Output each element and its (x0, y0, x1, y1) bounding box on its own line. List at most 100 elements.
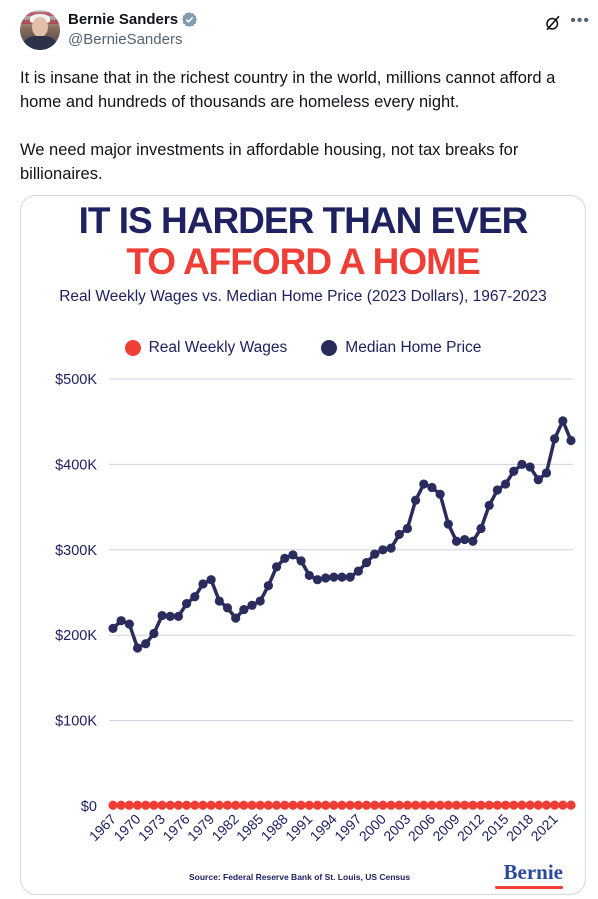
wages-point (206, 800, 216, 810)
y-tick-label: $300K (55, 543, 97, 559)
home-price-point (288, 550, 298, 560)
y-tick-label: $400K (55, 457, 97, 473)
wages-point (296, 800, 306, 810)
home-price-point (411, 495, 421, 505)
author-row: Bernie Sanders (68, 11, 198, 28)
wages-point (566, 800, 576, 810)
wages-point (214, 800, 224, 810)
wages-point (190, 800, 200, 810)
x-tick-label: 1973 (135, 811, 168, 844)
x-tick-label: 2015 (478, 811, 511, 844)
wages-point (558, 800, 568, 810)
home-price-point (173, 611, 184, 622)
wages-point (370, 800, 380, 810)
wages-point (337, 800, 347, 810)
wages-point (500, 800, 511, 810)
wages-point (443, 800, 453, 810)
home-price-point (337, 572, 347, 582)
bernie-logo-underline (495, 886, 563, 889)
wages-point (312, 800, 323, 810)
home-price-point (198, 579, 208, 589)
home-price-point (386, 543, 396, 553)
author-name[interactable]: Bernie Sanders (68, 11, 179, 28)
legend-marker-wages (124, 340, 141, 356)
wages-point (533, 800, 543, 810)
wages-point (476, 800, 486, 810)
legend-label-wages: Real Weekly Wages (148, 339, 288, 356)
wages-point (435, 800, 445, 810)
tweet-paragraph-2: We need major investments in affordable … (20, 141, 519, 183)
x-tick-label: 2009 (429, 811, 462, 844)
home-price-point (124, 619, 134, 629)
wages-point (550, 800, 560, 810)
x-tick-label: 2000 (356, 811, 389, 844)
y-tick-label: $0 (81, 799, 97, 815)
wages-point (280, 800, 290, 810)
wages-point (468, 800, 478, 810)
more-icon[interactable]: ••• (570, 12, 590, 29)
home-price-point (190, 592, 200, 602)
x-tick-label: 2012 (454, 811, 487, 844)
wages-point (116, 800, 126, 810)
x-tick-label: 1982 (208, 811, 241, 844)
home-price-point (214, 596, 224, 606)
x-tick-label: 1988 (258, 811, 291, 844)
y-tick-label: $100K (55, 714, 97, 730)
home-price-point (312, 575, 323, 585)
home-price-point (296, 556, 306, 566)
home-price-point (182, 599, 192, 609)
home-price-point (165, 611, 175, 622)
x-tick-label: 1997 (331, 811, 364, 844)
wages-point (427, 800, 437, 810)
wages-point (484, 800, 494, 810)
home-price-point (239, 604, 249, 615)
wages-point (361, 800, 372, 810)
home-price-point (141, 639, 151, 649)
home-price-point (361, 558, 372, 568)
home-price-point (353, 566, 363, 576)
home-price-point (435, 489, 445, 499)
wages-point (525, 800, 535, 810)
legend-item-wages: Real Weekly Wages (124, 339, 288, 357)
grok-icon[interactable] (544, 14, 562, 32)
home-price-point (566, 435, 576, 446)
headline-line-1: IT IS HARDER THAN EVER (78, 200, 529, 241)
home-price-point (321, 573, 331, 583)
wages-point (271, 800, 282, 810)
wages-point (222, 800, 233, 810)
wages-point (165, 800, 175, 810)
wages-point (108, 800, 118, 810)
home-price-point (149, 628, 159, 639)
wages-point (345, 800, 355, 810)
author-handle[interactable]: @BernieSanders (68, 31, 183, 48)
wages-point (288, 800, 298, 810)
wages-point (124, 800, 134, 810)
wages-point (149, 800, 159, 810)
x-tick-label: 1976 (159, 811, 192, 844)
wages-point (141, 800, 151, 810)
home-price-point (263, 581, 273, 591)
home-price-point (525, 462, 535, 472)
tweet-media-card[interactable]: IT IS HARDER THAN EVER TO AFFORD A HOME … (20, 195, 586, 895)
wages-point (378, 800, 388, 810)
home-price-point (280, 553, 290, 563)
home-price-point (345, 572, 355, 582)
wages-point (460, 800, 470, 810)
wages-point (132, 800, 143, 810)
y-tick-label: $200K (55, 628, 97, 644)
home-price-point (394, 529, 404, 540)
home-price-point (116, 616, 126, 626)
wages-point (247, 800, 257, 810)
legend-label-home-price: Median Home Price (345, 339, 482, 356)
wages-point (419, 800, 429, 810)
chart-legend: Real Weekly Wages Median Home Price (21, 339, 585, 357)
wages-point (386, 800, 396, 810)
avatar[interactable] (20, 10, 60, 50)
home-price-point (255, 596, 265, 606)
tweet-header: Bernie Sanders @BernieSanders ••• (20, 8, 590, 52)
wages-point (255, 800, 265, 810)
wages-point (182, 800, 192, 810)
x-tick-label: 2006 (405, 811, 438, 844)
y-tick-label: $500K (55, 372, 97, 388)
home-price-point (492, 485, 502, 495)
